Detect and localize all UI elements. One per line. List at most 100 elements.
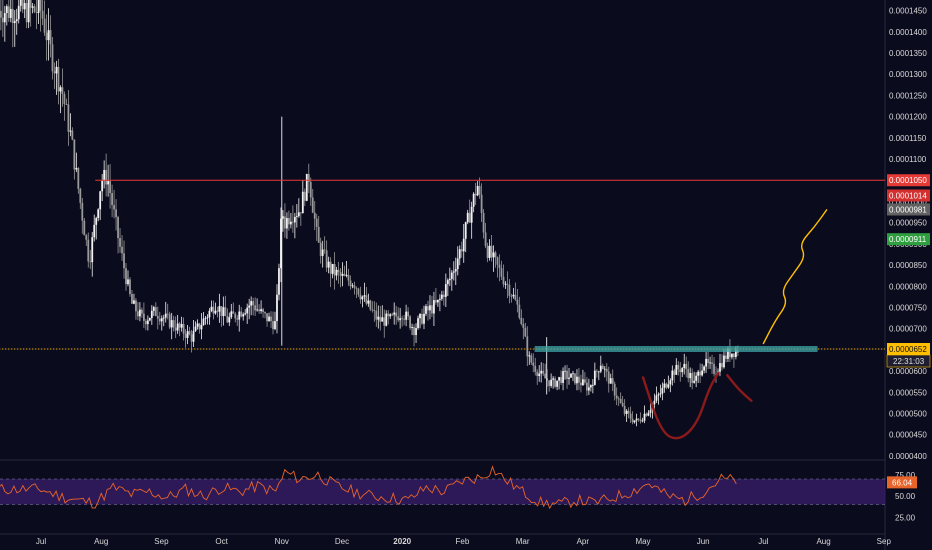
candle-body (43, 18, 46, 33)
candle-body (436, 299, 439, 303)
candle-body (282, 216, 284, 219)
candle-body (297, 212, 300, 217)
candle-body (23, 3, 26, 10)
candle-body (566, 370, 568, 379)
candle-body (498, 264, 501, 269)
candles[interactable] (0, 0, 739, 427)
candle-body (301, 191, 304, 214)
candle-body (530, 355, 533, 363)
candle-body (67, 104, 70, 132)
price-pane[interactable] (0, 0, 886, 550)
price-tick-label: 0.0001150 (889, 134, 927, 143)
candle-body (291, 221, 294, 223)
candle-body (587, 387, 590, 391)
candle-body (250, 301, 253, 306)
candle-body (572, 373, 574, 375)
candle-body (61, 87, 64, 95)
time-axis[interactable]: Jul Aug Sep Oct Nov Dec 2020 Feb Mar Apr May Jun Jul… (36, 537, 892, 546)
candle-body (558, 377, 560, 381)
price-badge (887, 189, 930, 202)
projection-drawing[interactable] (762, 209, 828, 345)
candle-body (679, 369, 682, 373)
candle-body (71, 130, 74, 140)
candle-body (425, 306, 427, 314)
candle-body (570, 373, 572, 378)
candle-body (289, 221, 292, 225)
candle-body (486, 245, 489, 258)
candle-body (65, 104, 68, 105)
candle-body (196, 323, 199, 327)
candle-body (33, 6, 36, 12)
candle-body (248, 305, 251, 308)
candle-body (176, 323, 179, 331)
candle-body (69, 130, 72, 132)
candle-body (218, 306, 221, 312)
candle-body (162, 317, 165, 319)
candle-body (311, 197, 314, 213)
candle-body (399, 318, 402, 321)
candle-body (37, 0, 40, 14)
price-badge (887, 174, 930, 187)
candle-body (256, 309, 259, 311)
candle-body (188, 331, 191, 335)
candle-body (73, 139, 76, 170)
candle-body (411, 326, 413, 328)
candle-body (377, 316, 380, 320)
candle-body (111, 193, 113, 206)
candle-body (148, 317, 151, 321)
candle-body (182, 324, 185, 334)
candle-body (123, 253, 125, 269)
candle-body (7, 6, 10, 18)
candle-body (520, 317, 523, 325)
candle-body (198, 323, 201, 330)
candle-body (19, 0, 22, 6)
rsi-axis[interactable]: 75.00 50.00 25.00 66.04 (887, 471, 917, 523)
rsi-band (0, 479, 885, 505)
candle-body (367, 300, 370, 304)
time-tick-label: Feb (456, 537, 470, 546)
time-tick-label: May (635, 537, 650, 546)
candle-body (647, 412, 650, 416)
candle-body (99, 191, 102, 210)
candle-body (683, 363, 686, 369)
candle-body (140, 309, 143, 314)
candle-body (506, 283, 509, 285)
candle-body (150, 310, 153, 318)
candle-body (526, 336, 529, 357)
candle-body (733, 353, 735, 358)
cup-drawing[interactable] (641, 371, 720, 440)
candle-body (707, 358, 709, 364)
time-tick-label: Nov (275, 537, 289, 546)
candle-body (109, 181, 112, 194)
time-tick-label: Jul (36, 537, 46, 546)
time-tick-label: Jul (758, 537, 768, 546)
rsi-pane[interactable] (0, 465, 885, 510)
candle-body (446, 280, 449, 285)
price-badge-label: 0.0001014 (889, 191, 927, 200)
candle-body (490, 245, 493, 258)
candle-body (719, 363, 721, 372)
candle-body (659, 393, 662, 395)
resistance-band[interactable] (534, 346, 818, 353)
candle-body (224, 307, 227, 316)
candle-body (433, 300, 435, 314)
candle-body (709, 362, 711, 364)
price-tick-label: 0.0000700 (889, 325, 927, 334)
candle-body (734, 350, 737, 358)
handle-drawing[interactable] (726, 374, 753, 402)
candle-body (319, 242, 322, 256)
rsi-line[interactable] (0, 465, 737, 510)
candle-body (131, 294, 133, 304)
candle-body (309, 181, 312, 198)
candle-body (585, 382, 588, 391)
candle-body (597, 371, 600, 373)
candle-body (379, 316, 382, 322)
candle-body (59, 87, 62, 92)
candle-body (589, 385, 592, 388)
candle-body (21, 0, 24, 10)
candle-body (705, 358, 707, 367)
candle-body (542, 370, 545, 374)
candle-body (351, 285, 354, 287)
candle-body (727, 348, 729, 359)
candle-body (15, 19, 18, 22)
